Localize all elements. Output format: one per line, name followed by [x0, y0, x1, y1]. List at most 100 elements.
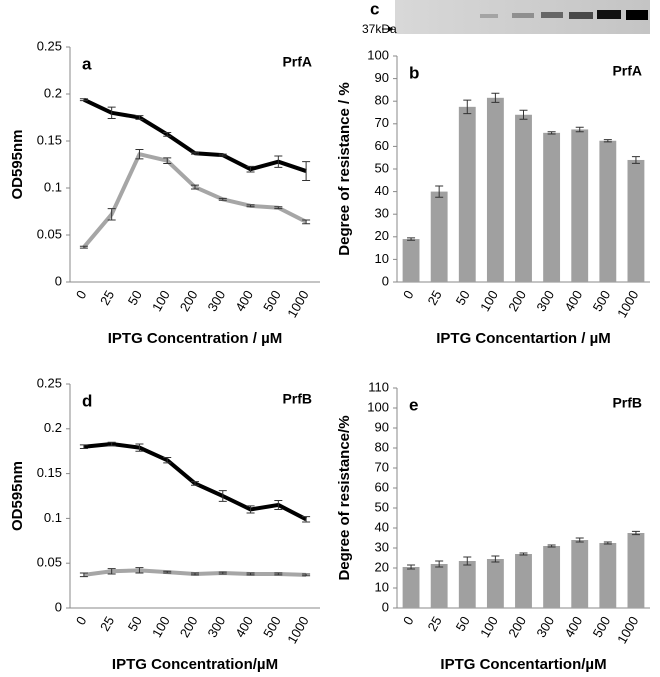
x-tick-label: 200 — [177, 288, 201, 314]
error-bar — [302, 161, 311, 181]
error-bar — [218, 490, 227, 502]
error-bar — [575, 126, 584, 133]
x-tick-label: 0 — [73, 614, 90, 628]
error-bar — [107, 208, 116, 221]
bar — [627, 533, 645, 608]
line — [82, 152, 308, 249]
x-tick-label: 300 — [533, 288, 557, 314]
x-tick-label: 50 — [453, 288, 473, 308]
bar — [515, 554, 532, 608]
y-tick-label: 0.25 — [37, 375, 62, 390]
error-bar — [218, 197, 227, 201]
y-tick-label: 90 — [375, 419, 389, 434]
error-bar — [135, 115, 144, 120]
bar — [599, 140, 617, 282]
x-tick-label: 0 — [400, 288, 417, 302]
x-tick-label: 100 — [149, 288, 173, 314]
x-tick-label: 300 — [205, 614, 229, 640]
error-bar — [246, 165, 255, 173]
x-tick-label: 1000 — [284, 614, 311, 647]
error-bar — [191, 151, 199, 155]
error-bar — [463, 99, 472, 115]
y-tick-label: 80 — [375, 439, 389, 454]
error-bar — [163, 456, 172, 464]
series-label: PrfB — [612, 395, 642, 411]
y-tick-label: 70 — [375, 459, 389, 474]
error-bar — [191, 481, 199, 486]
x-tick-label: 200 — [177, 614, 201, 640]
y-axis-title: OD595nm — [9, 129, 26, 199]
y-tick-label: 90 — [375, 70, 389, 85]
error-bar — [575, 537, 584, 543]
error-bar — [79, 245, 88, 249]
y-tick-label: 0.2 — [44, 85, 62, 100]
y-tick-label: 80 — [375, 93, 389, 108]
y-tick-label: 0.1 — [44, 510, 62, 525]
bar — [599, 543, 617, 608]
y-tick-label: 10 — [375, 251, 389, 266]
y-tick-label: 50 — [375, 160, 389, 175]
x-tick-label: 100 — [149, 614, 173, 640]
error-bar — [218, 153, 227, 157]
y-axis-title: Degree of resistance/% — [336, 415, 353, 580]
error-bar — [191, 184, 199, 190]
series-label: PrfA — [612, 63, 642, 79]
x-tick-label: 200 — [505, 614, 529, 640]
bar — [571, 129, 589, 282]
marker-label: 37kDa — [362, 22, 397, 36]
x-tick-label: 500 — [260, 288, 284, 314]
x-tick-label: 1000 — [614, 288, 641, 321]
error-bar — [107, 441, 116, 447]
error-bar — [274, 206, 283, 210]
x-tick-label: 50 — [453, 614, 473, 634]
error-bar — [191, 572, 199, 576]
x-tick-label: 100 — [477, 288, 501, 314]
x-tick-label: 300 — [205, 288, 229, 314]
y-tick-label: 0.25 — [37, 38, 62, 53]
error-bar — [135, 148, 144, 160]
error-bar — [491, 92, 500, 103]
bar — [486, 559, 504, 608]
x-tick-label: 500 — [590, 614, 614, 640]
blot-panel: c 37kDa — [362, 0, 650, 36]
error-bar — [107, 568, 116, 575]
line — [83, 97, 307, 173]
bar — [402, 239, 420, 282]
error-bar — [302, 516, 311, 523]
error-bar — [491, 555, 500, 563]
x-tick-label: 500 — [590, 288, 614, 314]
error-bar — [218, 571, 227, 575]
error-bar — [79, 444, 88, 450]
blot-band — [480, 14, 498, 18]
error-bar — [274, 572, 283, 576]
error-bar — [79, 572, 88, 578]
y-tick-label: 10 — [375, 579, 389, 594]
error-bar — [246, 572, 255, 576]
error-bar — [274, 499, 283, 510]
marker-arrowhead — [388, 26, 393, 32]
y-tick-label: 0.15 — [37, 132, 62, 147]
error-bar — [547, 544, 556, 548]
panel-label: d — [82, 391, 92, 410]
blot-band — [597, 10, 621, 19]
bar — [402, 567, 420, 608]
bar — [627, 159, 645, 282]
y-axis-title: Degree of resistance / % — [336, 82, 353, 255]
error-bar — [407, 564, 416, 570]
blot-band — [512, 13, 534, 18]
bar — [486, 97, 504, 282]
error-bar — [135, 443, 144, 452]
x-axis-title: IPTG Concentration/µM — [112, 656, 278, 672]
bar — [430, 191, 448, 282]
y-tick-label: 70 — [375, 115, 389, 130]
x-tick-label: 1000 — [284, 288, 311, 321]
error-bar — [163, 132, 172, 137]
error-bar — [519, 109, 528, 120]
x-tick-label: 100 — [477, 614, 501, 640]
x-tick-label: 1000 — [614, 614, 641, 647]
x-tick-label: 400 — [561, 288, 585, 314]
x-axis-title: IPTG Concentartion / µM — [436, 330, 610, 347]
series-label: PrfA — [282, 54, 312, 70]
error-bar — [603, 541, 612, 545]
error-bar — [302, 573, 311, 577]
